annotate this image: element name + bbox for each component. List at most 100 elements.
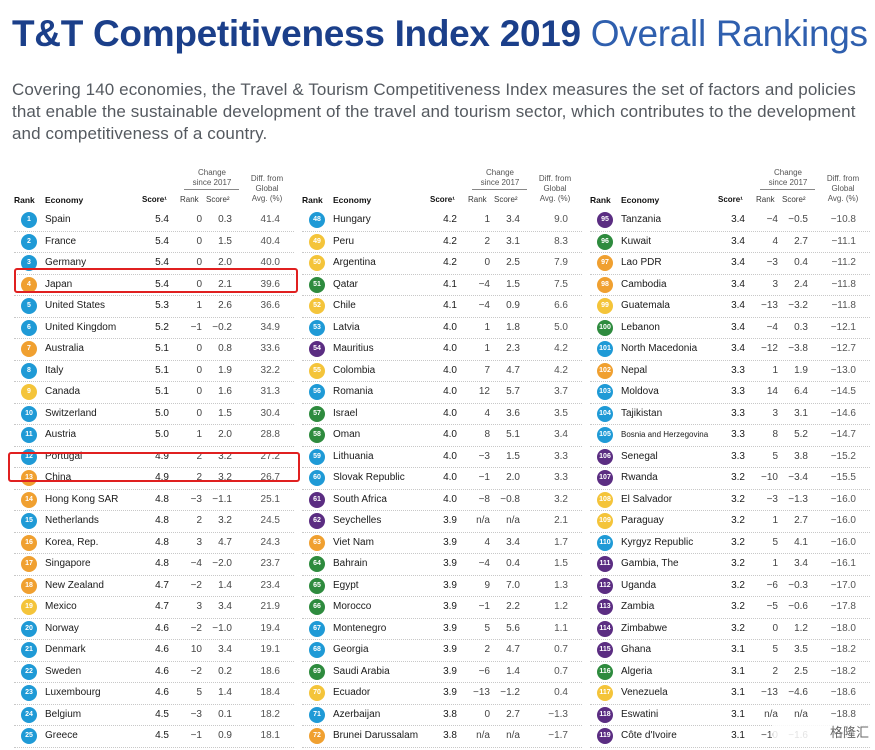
table-row: 5 United States 5.3 1 2.6 36.6 <box>14 296 294 318</box>
change-score-value: 2.3 <box>506 343 520 354</box>
change-rank-value: −6 <box>478 665 490 677</box>
change-rank-value: 5 <box>484 622 490 634</box>
rank-badge: 103 <box>597 384 613 400</box>
change-rank-value: −3 <box>190 708 202 720</box>
change-score-value: 1.9 <box>794 364 808 376</box>
score-value: 3.9 <box>443 622 457 634</box>
score-value: 3.9 <box>443 558 457 569</box>
change-rank-value: 8 <box>772 429 778 440</box>
change-rank-value: 0 <box>196 235 202 247</box>
change-rank-value: −1 <box>478 601 490 612</box>
score-value: 3.9 <box>443 687 457 698</box>
change-score-value: 3.2 <box>218 450 232 462</box>
rank-badge: 8 <box>21 362 37 379</box>
diff-value: 40.0 <box>260 257 280 268</box>
rank-badge: 113 <box>597 599 613 615</box>
economy-name: Peru <box>333 235 355 247</box>
change-score-value: −3.8 <box>788 343 808 354</box>
change-score-value: −3.4 <box>788 472 808 483</box>
change-rank-value: 1 <box>196 429 202 440</box>
diff-value: 18.2 <box>260 708 280 720</box>
economy-name: Eswatini <box>621 708 659 720</box>
table-row: 7 Australia 5.1 0 0.8 33.6 <box>14 339 294 361</box>
rank-badge: 117 <box>597 685 613 701</box>
diff-value: 0.7 <box>554 644 568 655</box>
table-header: Rank Economy Score¹ Rank Score² Change since 2… <box>590 166 870 210</box>
economy-name: Romania <box>333 386 374 397</box>
change-score-value: 4.7 <box>218 536 232 548</box>
change-rank-value: 5 <box>196 687 202 698</box>
change-score-value: 3.1 <box>506 235 520 247</box>
economy-name: Montenegro <box>333 622 387 634</box>
diff-value: 34.9 <box>260 321 280 333</box>
change-rank-value: 0 <box>772 622 778 634</box>
rank-badge: 106 <box>597 448 613 465</box>
score-value: 3.1 <box>731 708 745 720</box>
score-value: 5.4 <box>155 214 169 225</box>
change-rank-value: −13 <box>761 687 778 698</box>
table-row: 108 El Salvador 3.2 −3 −1.3 −16.0 <box>590 490 870 511</box>
diff-value: 3.5 <box>554 407 568 419</box>
diff-value: 18.1 <box>260 730 280 741</box>
score-value: 4.7 <box>155 601 169 612</box>
change-rank-value: 3 <box>196 601 202 612</box>
economy-name: Australia <box>45 343 84 354</box>
economy-name: Singapore <box>45 558 91 569</box>
diff-value: 23.7 <box>260 558 280 569</box>
table-row: 110 Kyrgyz Republic 3.2 5 4.1 −16.0 <box>590 533 870 554</box>
header-economy: Economy <box>333 195 372 205</box>
score-value: 3.2 <box>731 536 745 548</box>
diff-value: 1.1 <box>554 622 568 634</box>
highlight-box-china <box>8 452 300 482</box>
score-value: 4.9 <box>155 450 169 462</box>
change-rank-value: 9 <box>484 579 490 591</box>
change-score-value: 5.7 <box>506 386 520 397</box>
economy-name: Chile <box>333 300 356 311</box>
table-row: 48 Hungary 4.2 1 3.4 9.0 <box>302 210 582 232</box>
table-row: 24 Belgium 4.5 −3 0.1 18.2 <box>14 705 294 726</box>
rank-badge: 7 <box>21 341 37 357</box>
economy-name: New Zealand <box>45 579 104 591</box>
score-value: 4.6 <box>155 687 169 698</box>
economy-name: Georgia <box>333 644 369 655</box>
economy-name: Argentina <box>333 257 376 268</box>
rank-badge: 118 <box>597 706 613 723</box>
score-value: 3.1 <box>731 687 745 698</box>
change-score-value: 0.4 <box>506 558 520 569</box>
rank-badge: 16 <box>21 534 37 551</box>
score-value: 4.2 <box>443 214 457 225</box>
diff-value: 4.2 <box>554 343 568 354</box>
table-row: 69 Saudi Arabia 3.9 −6 1.4 0.7 <box>302 662 582 683</box>
table-row: 19 Mexico 4.7 3 3.4 21.9 <box>14 597 294 619</box>
change-score-value: 2.5 <box>506 257 520 268</box>
score-value: 4.6 <box>155 644 169 655</box>
change-score-value: 2.0 <box>218 429 232 440</box>
score-value: 3.8 <box>443 708 457 720</box>
score-value: 3.1 <box>731 644 745 655</box>
diff-value: −17.8 <box>830 601 856 612</box>
header-change-line2: since 2017 <box>480 178 520 187</box>
economy-name: United Kingdom <box>45 321 117 333</box>
score-value: 4.6 <box>155 665 169 677</box>
change-score-value: 2.7 <box>506 708 520 720</box>
score-value: 3.1 <box>731 665 745 677</box>
header-score: Score¹ <box>718 195 743 204</box>
score-value: 3.3 <box>731 407 745 419</box>
economy-name: Germany <box>45 257 87 268</box>
change-rank-value: −2 <box>190 665 202 677</box>
change-score-value: 1.5 <box>506 278 520 290</box>
change-score-value: 7.0 <box>506 579 520 591</box>
change-rank-value: 3 <box>772 278 778 290</box>
change-rank-value: −4 <box>478 300 490 311</box>
economy-name: Korea, Rep. <box>45 536 99 548</box>
score-value: 4.0 <box>443 493 457 505</box>
header-diff-line2: Global <box>543 184 567 193</box>
economy-name: Saudi Arabia <box>333 665 390 677</box>
header-rank: Rank <box>590 195 611 205</box>
economy-name: Azerbaijan <box>333 708 381 720</box>
diff-value: 8.3 <box>554 235 568 247</box>
score-value: 3.4 <box>731 257 745 268</box>
header-change-line1: Change <box>197 168 227 177</box>
economy-name: Portugal <box>45 450 83 462</box>
rank-badge: 57 <box>309 405 325 422</box>
